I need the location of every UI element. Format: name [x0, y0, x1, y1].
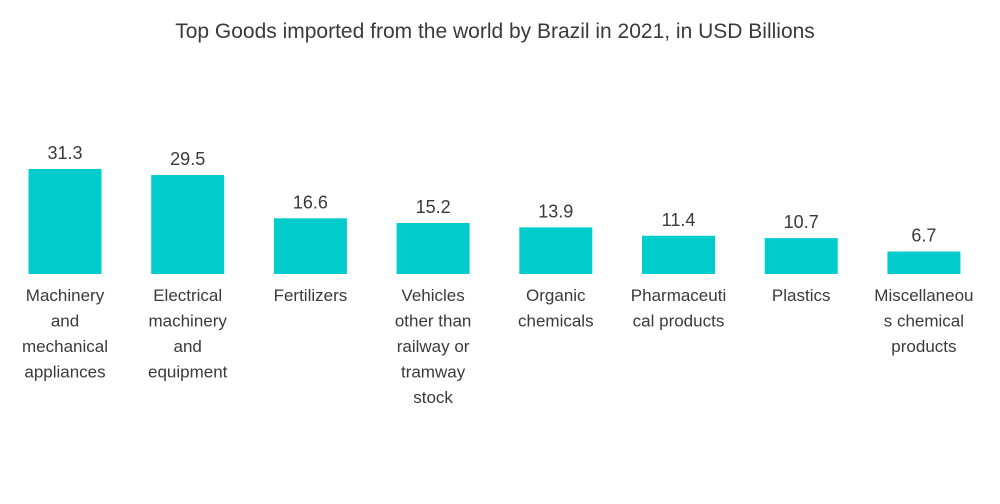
value-label: 16.6 [293, 192, 328, 212]
chart-title: Top Goods imported from the world by Bra… [175, 20, 815, 43]
category-label-line: stock [413, 388, 453, 407]
bar [519, 227, 593, 274]
category-label-line: Electrical [153, 286, 222, 305]
category-label-line: s chemical [884, 312, 964, 331]
category-label-line: mechanical [22, 337, 108, 356]
value-label: 15.2 [416, 197, 451, 217]
value-label: 10.7 [784, 212, 819, 232]
category-label: Machinery and mechanical appliances [22, 286, 108, 382]
category-label-line: and [51, 312, 79, 331]
category-label: Organic chemicals [518, 286, 594, 331]
category-label-line: Machinery [26, 286, 105, 305]
category-label-line: Plastics [772, 286, 831, 305]
category-label-line: Pharmaceuti [631, 286, 726, 305]
category-label: Vehicles other than railway or tramway stock [395, 286, 472, 407]
category-label: Plastics [772, 286, 831, 305]
category-label: Fertilizers [274, 286, 348, 305]
category-label-line: tramway [401, 363, 466, 382]
value-label: 13.9 [538, 201, 573, 221]
category-label: Miscellaneou s chemical products [874, 286, 973, 356]
category-label-line: equipment [148, 363, 228, 382]
category-label-line: Fertilizers [274, 286, 348, 305]
category-label-line: other than [395, 312, 472, 331]
value-labels-group: 31.3 29.5 16.6 15.2 13.9 11.4 10.7 6.7 [47, 143, 936, 246]
value-label: 6.7 [911, 226, 936, 246]
bar [764, 238, 838, 274]
category-label-line: chemicals [518, 312, 594, 331]
category-label-line: railway or [397, 337, 470, 356]
category-label-line: machinery [148, 312, 227, 331]
bar [28, 169, 102, 274]
bars-group [28, 169, 961, 274]
bar [887, 251, 961, 274]
bar [396, 223, 470, 274]
category-label-line: products [891, 337, 956, 356]
value-label: 29.5 [170, 149, 205, 169]
category-label-line: cal products [633, 312, 725, 331]
category-label-line: Vehicles [401, 286, 464, 305]
category-label-line: Miscellaneou [874, 286, 973, 305]
value-label: 11.4 [662, 210, 696, 230]
category-label: Electrical machinery and equipment [148, 286, 228, 382]
bar [642, 235, 715, 274]
category-label: Pharmaceuti cal products [631, 286, 726, 331]
category-labels-group: Machinery and mechanical appliances Electric… [22, 286, 974, 407]
category-label-line: and [174, 337, 202, 356]
category-label-line: appliances [24, 363, 105, 382]
bar [273, 218, 347, 274]
value-label: 31.3 [47, 143, 82, 163]
category-label-line: Organic [526, 286, 586, 305]
bar [151, 175, 225, 274]
